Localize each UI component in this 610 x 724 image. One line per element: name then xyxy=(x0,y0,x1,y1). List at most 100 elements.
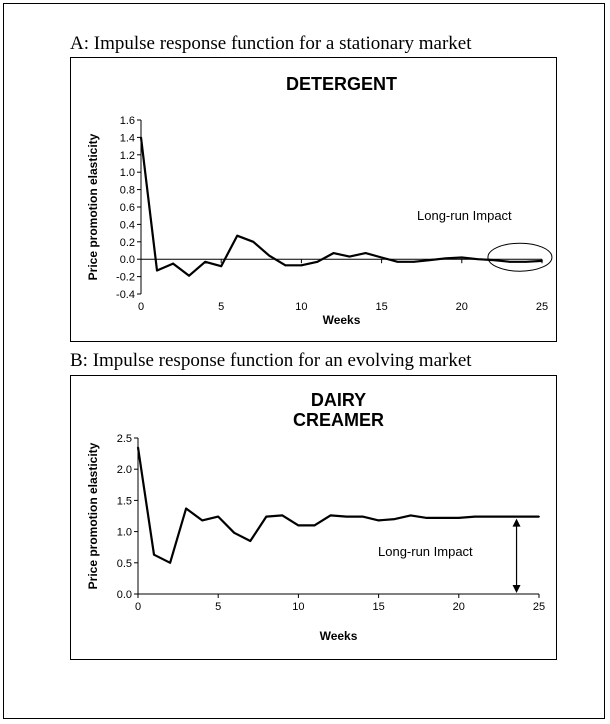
data-point xyxy=(361,515,364,518)
data-point xyxy=(217,515,220,518)
y-tick-label: 1.4 xyxy=(120,132,135,144)
y-tick-label: 0.0 xyxy=(117,589,132,601)
data-point xyxy=(204,260,207,263)
y-tick-label: 0.4 xyxy=(120,219,135,231)
data-point xyxy=(329,514,332,517)
x-axis-label: Weeks xyxy=(320,629,358,643)
data-point xyxy=(460,256,463,259)
data-point xyxy=(153,553,155,556)
x-tick-label: 5 xyxy=(218,301,224,313)
data-point xyxy=(252,240,255,243)
long-run-impact-label: Long-run Impact xyxy=(417,208,512,223)
data-point xyxy=(380,256,383,259)
data-point xyxy=(348,255,351,258)
data-point xyxy=(457,516,460,519)
data-point xyxy=(476,258,479,261)
x-tick-label: 20 xyxy=(453,601,465,613)
long-run-impact-label: Long-run Impact xyxy=(378,544,473,559)
data-point xyxy=(345,515,348,518)
data-point xyxy=(489,515,492,518)
series-line xyxy=(136,447,539,564)
y-tick-label: -0.2 xyxy=(116,272,135,284)
y-tick-label: 0.6 xyxy=(120,202,135,214)
y-tick-label: 0.0 xyxy=(120,254,135,266)
detergent-chart-svg: DETERGENT -0.4 -0.2 0.0 0.2 0.4 0.6 0.8 1.0 1.2 1.… xyxy=(86,74,553,327)
data-point xyxy=(441,516,444,519)
data-point xyxy=(396,260,399,263)
data-point xyxy=(377,519,380,522)
data-point xyxy=(412,260,415,263)
x-tick-label: 25 xyxy=(536,301,548,313)
y-tick-label: 1.0 xyxy=(117,527,132,539)
data-point xyxy=(393,518,396,521)
x-tick-label: 10 xyxy=(292,601,304,613)
data-point xyxy=(268,254,271,257)
y-tick-label: 2.0 xyxy=(117,464,132,476)
y-tick-label: 1.5 xyxy=(117,495,132,507)
data-point xyxy=(169,561,171,564)
data-point xyxy=(444,257,447,260)
data-point xyxy=(265,515,268,518)
data-point xyxy=(409,514,412,517)
data-point xyxy=(137,446,139,449)
data-point xyxy=(236,234,239,237)
chart-title: CREAMER xyxy=(293,410,384,430)
data-point xyxy=(332,252,335,255)
data-point xyxy=(156,269,158,272)
data-point xyxy=(140,136,142,139)
data-point xyxy=(506,515,508,518)
data-point xyxy=(428,259,431,261)
figure-frame xyxy=(3,3,605,719)
data-point xyxy=(300,264,303,267)
data-point xyxy=(525,260,527,263)
y-tick-label: 1.0 xyxy=(120,167,135,179)
data-point xyxy=(522,515,524,518)
chart-title: DAIRY xyxy=(311,390,366,410)
x-tick-label: 20 xyxy=(456,301,468,313)
y-tick-label: 0.8 xyxy=(120,185,135,197)
data-point xyxy=(281,514,284,517)
x-tick-label: 0 xyxy=(135,601,141,613)
data-point xyxy=(201,519,204,522)
y-tick-label: 2.5 xyxy=(117,433,132,445)
data-point xyxy=(297,524,300,527)
y-axis-label: Price promotion elasticity xyxy=(86,133,100,280)
panel-b-chart: DAIRY CREAMER 0.0 0.5 1.0 1.5 2.0 2.5 0 5 10 15 20 25… xyxy=(70,375,557,660)
panel-a-heading: A: Impulse response function for a stati… xyxy=(70,33,472,54)
data-point xyxy=(220,265,223,268)
arrow-head-up xyxy=(512,518,521,527)
x-tick-label: 0 xyxy=(138,301,144,313)
data-point xyxy=(188,274,191,277)
x-tick-label: 10 xyxy=(295,301,307,313)
y-axis-label: Price promotion elasticity xyxy=(86,442,100,589)
data-point xyxy=(425,516,428,519)
long-run-ellipse xyxy=(487,242,553,272)
y-tick-label: 1.6 xyxy=(120,115,135,127)
data-point xyxy=(364,252,367,255)
data-point xyxy=(492,259,495,261)
chart-title: DETERGENT xyxy=(286,74,397,94)
panel-a-chart: DETERGENT -0.4 -0.2 0.0 0.2 0.4 0.6 0.8 1.0 1.2 1.… xyxy=(70,57,557,342)
data-point xyxy=(316,260,319,263)
panel-b-heading: B: Impulse response function for an evol… xyxy=(70,350,472,371)
x-axis-label: Weeks xyxy=(323,313,361,327)
data-point xyxy=(233,531,236,534)
x-tick-label: 15 xyxy=(372,601,384,613)
data-point xyxy=(249,540,252,542)
y-tick-label: 0.2 xyxy=(120,237,135,249)
data-point xyxy=(509,260,511,263)
data-point xyxy=(172,262,174,265)
arrow-head-down xyxy=(512,585,521,593)
data-point xyxy=(541,260,543,262)
y-tick-label: 0.5 xyxy=(117,558,132,570)
data-point xyxy=(284,264,287,267)
series-line xyxy=(139,137,543,277)
x-tick-label: 25 xyxy=(533,601,545,613)
data-point xyxy=(473,515,476,518)
y-tick-label: -0.4 xyxy=(116,289,135,301)
x-tick-label: 5 xyxy=(215,601,221,613)
data-point xyxy=(313,524,316,527)
data-point xyxy=(185,507,188,510)
y-tick-label: 1.2 xyxy=(120,150,135,162)
